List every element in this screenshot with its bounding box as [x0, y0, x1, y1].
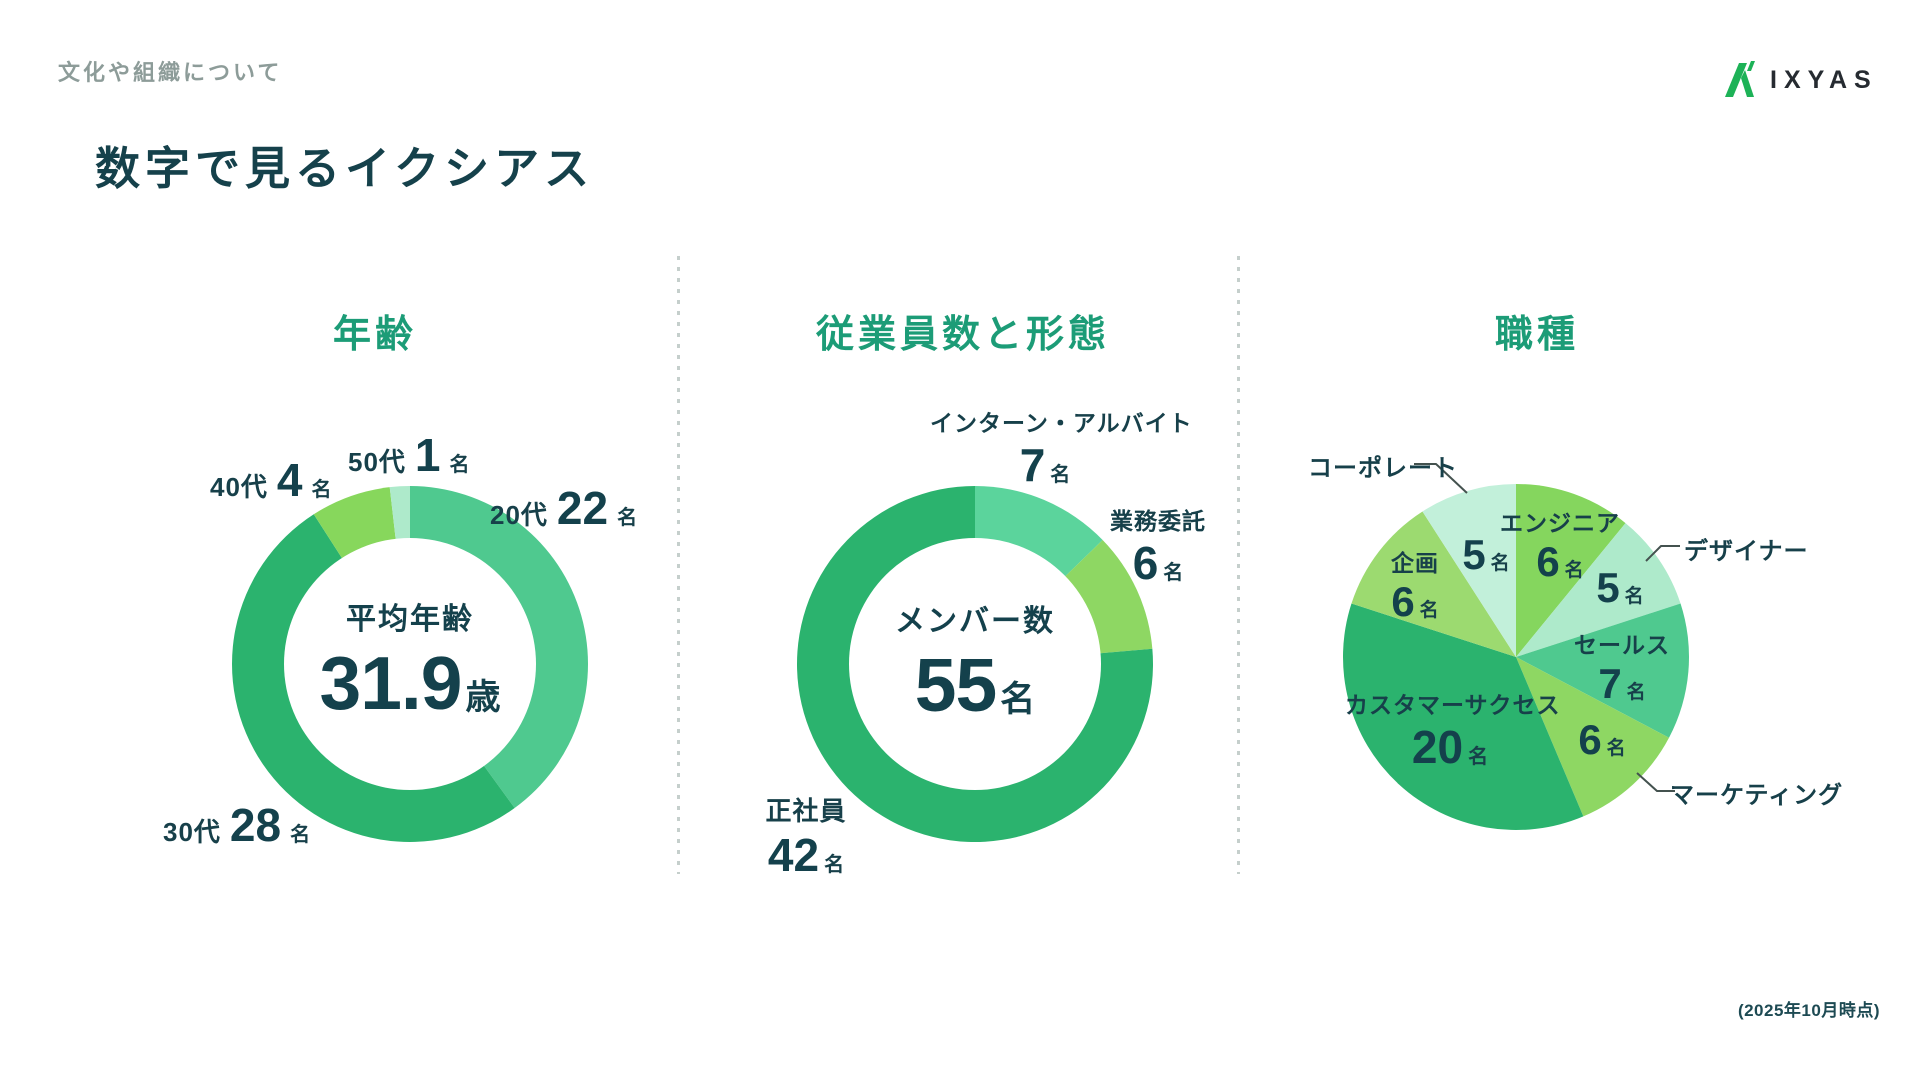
employees-donut-center: メンバー数 55 名: [855, 596, 1095, 728]
leader-line-designer: [1645, 545, 1680, 562]
age-donut-chart: [232, 486, 588, 842]
donut-hole: [284, 538, 536, 790]
slice-5: [1351, 511, 1516, 657]
slice-4: [1343, 603, 1584, 830]
employees-center-unit: 名: [1000, 680, 1036, 719]
pie-label-marketing: マーケティング: [1670, 782, 1844, 809]
slice-label-fulltime: 正社員 42 名: [765, 796, 847, 881]
donut-hole: [849, 538, 1101, 790]
pie-label-designer: デザイナー: [1684, 538, 1809, 565]
employees-donut-chart: [797, 486, 1153, 842]
age-center-unit: 歳: [465, 678, 501, 717]
pie-label-engineer: エンジニア 6 名: [1500, 510, 1620, 585]
pie-value-corporate: 5 名: [1462, 531, 1510, 578]
slice-3: [1516, 657, 1670, 817]
column-divider-1: [677, 256, 680, 874]
as-of-date-note: (2025年10月時点): [1737, 1001, 1880, 1020]
age-donut-center: 平均年齢 31.9 歳: [290, 594, 530, 726]
slice-label-contractor: 業務委託 6 名: [1110, 508, 1206, 589]
pie-value-marketing: 6 名: [1578, 716, 1626, 763]
slice-2: [1516, 603, 1689, 738]
pie-label-corporate: コーポレート: [1308, 455, 1458, 482]
age-center-value: 31.9: [319, 641, 463, 725]
slice-label-30s: 30代 28 名: [163, 799, 311, 851]
pie-label-planning: 企画 6 名: [1391, 550, 1439, 625]
logo-mark-icon: [1725, 61, 1755, 97]
slice-1: [1516, 523, 1681, 657]
page-title: 数字で見るイクシアス: [95, 143, 595, 194]
chart-title-jobtypes: 職種: [1494, 314, 1579, 356]
chart-title-employees: 従業員数と形態: [815, 314, 1110, 356]
slice-0: [1516, 484, 1626, 657]
leader-line-marketing: [1636, 772, 1675, 792]
logo: IXYAS: [1720, 60, 1878, 100]
slice-label-intern: インターン・アルバイト 7 名: [930, 410, 1193, 491]
leader-line-corporate: [1414, 463, 1468, 494]
column-divider-2: [1237, 256, 1240, 874]
jobtypes-pie-chart: [1343, 484, 1689, 830]
pie-label-sales: セールス 7 名: [1574, 632, 1670, 707]
slice-label-40s: 40代 4 名: [210, 454, 332, 506]
age-center-label: 平均年齢: [346, 603, 474, 636]
pie-label-customer-success: カスタマーサクセス 20 名: [1345, 692, 1561, 773]
pie-value-designer: 5 名: [1596, 564, 1644, 611]
leader-lines: [1414, 463, 1680, 792]
employees-center-label: メンバー数: [895, 605, 1055, 638]
logo-text: IXYAS: [1770, 65, 1878, 94]
slice-label-20s: 20代 22 名: [490, 482, 638, 534]
eyebrow-label: 文化や組織について: [58, 60, 283, 85]
employees-center-value: 55: [914, 643, 997, 727]
slice-label-50s: 50代 1 名: [348, 429, 470, 481]
chart-title-age: 年齢: [332, 314, 417, 356]
slice-6: [1422, 484, 1516, 657]
